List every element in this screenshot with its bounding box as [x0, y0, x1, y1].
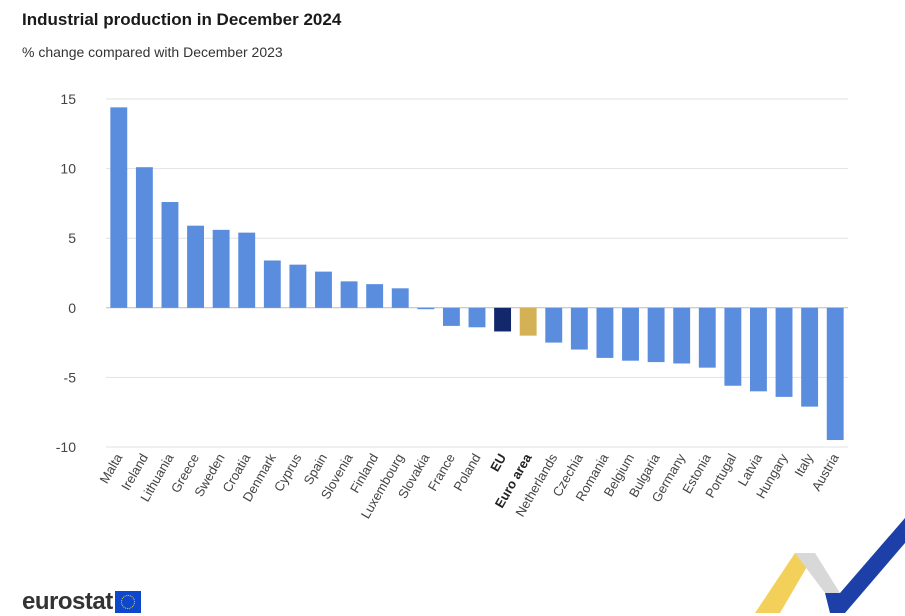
- bar-spain[interactable]: [315, 271, 332, 308]
- bar-ireland[interactable]: [135, 167, 153, 308]
- bar-france[interactable]: [442, 307, 460, 326]
- bar-slovakia[interactable]: [417, 307, 435, 310]
- y-tick-label: 0: [68, 300, 76, 316]
- x-axis-ticks: MaltaIrelandLithuaniaGreeceSwedenCroatia…: [97, 450, 843, 521]
- grid-lines: [106, 98, 848, 448]
- bars: [110, 107, 844, 441]
- bar-belgium[interactable]: [622, 307, 639, 361]
- bar-euro-area[interactable]: [519, 307, 537, 336]
- bar-denmark[interactable]: [263, 260, 281, 308]
- decorative-swoosh-icon: [755, 518, 905, 613]
- bar-malta[interactable]: [110, 107, 128, 308]
- bar-bulgaria[interactable]: [647, 307, 665, 363]
- y-tick-label: 15: [60, 91, 76, 107]
- bar-italy[interactable]: [801, 307, 819, 407]
- x-tick-label: EU: [487, 451, 509, 474]
- bar-luxembourg[interactable]: [391, 288, 409, 308]
- y-tick-label: 5: [68, 230, 76, 246]
- bar-croatia[interactable]: [238, 232, 256, 308]
- x-tick-label: Italy: [791, 451, 816, 480]
- bar-greece[interactable]: [187, 225, 204, 308]
- bar-eu[interactable]: [494, 307, 512, 332]
- bar-sweden[interactable]: [212, 229, 230, 308]
- x-tick-label: Austria: [809, 450, 843, 493]
- y-tick-label: 10: [60, 161, 76, 177]
- bar-slovenia[interactable]: [340, 281, 358, 308]
- bar-portugal[interactable]: [724, 307, 742, 386]
- bar-germany[interactable]: [673, 307, 691, 364]
- bar-cyprus[interactable]: [289, 264, 307, 308]
- bar-austria[interactable]: [826, 307, 844, 441]
- bar-latvia[interactable]: [750, 307, 767, 392]
- chart-subtitle: % change compared with December 2023: [22, 44, 283, 60]
- bar-netherlands[interactable]: [545, 307, 563, 343]
- bar-romania[interactable]: [596, 307, 614, 358]
- bar-finland[interactable]: [366, 284, 384, 308]
- eu-flag-icon: [114, 591, 141, 613]
- y-tick-label: -10: [56, 439, 76, 455]
- bar-czechia[interactable]: [570, 307, 588, 350]
- bar-hungary[interactable]: [775, 307, 793, 397]
- bar-lithuania[interactable]: [161, 202, 179, 308]
- y-axis-ticks: 15 10 5 0 -5 -10: [56, 91, 76, 455]
- y-tick-label: -5: [64, 369, 77, 385]
- eurostat-logo: eurostat: [22, 588, 141, 616]
- logo-text: eurostat: [22, 588, 113, 615]
- bar-estonia[interactable]: [698, 307, 716, 368]
- bar-poland[interactable]: [468, 307, 486, 328]
- chart-title: Industrial production in December 2024: [22, 10, 342, 29]
